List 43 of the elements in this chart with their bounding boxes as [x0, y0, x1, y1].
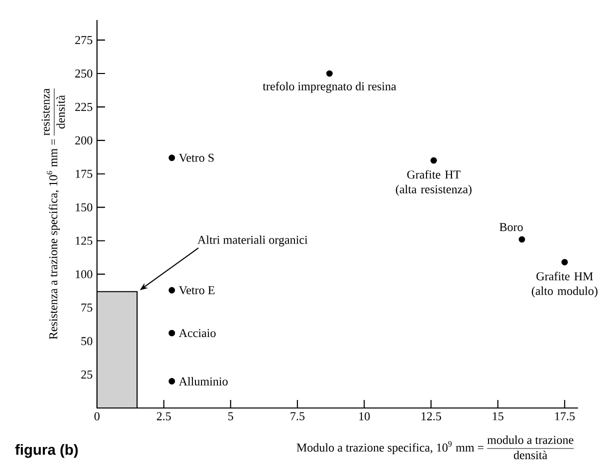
y-tick-label: 200: [75, 136, 92, 144]
x-tick-label: 12.5: [422, 412, 442, 420]
x-tick-label: 15: [492, 412, 504, 420]
x-tick-label: 10: [359, 412, 370, 420]
annotation: Acciaio: [178, 329, 216, 338]
annotation: Grafite HM (alto modulo): [532, 272, 598, 298]
x-tick-label: 7.5: [290, 412, 304, 420]
y-tick-label: 175: [76, 170, 92, 178]
y-tick-label: 100: [76, 270, 92, 278]
text: densità: [514, 450, 548, 460]
annotation: Vetro S: [178, 154, 214, 162]
point: [168, 287, 176, 294]
annotation: trefolo impregnato di resina: [262, 82, 396, 93]
x-axis-title: Modulo a trazione specifica, 10$^{9}$ mm =: [296, 441, 484, 454]
point: [168, 330, 176, 336]
x-tick-label: 2.5: [156, 412, 171, 420]
point: [518, 236, 526, 243]
x-tick-label: 5: [228, 412, 234, 420]
text: figura (b): [15, 444, 78, 458]
annotation: Alluminio: [178, 377, 228, 386]
y-tick-label: 275: [75, 36, 92, 44]
y-tick-label: 250: [75, 69, 92, 78]
point: [168, 154, 176, 162]
y-tick-label: 125: [76, 236, 92, 245]
x-tick-label: 17.5: [555, 412, 575, 420]
point: [561, 258, 568, 266]
y-tick-label: 75: [82, 304, 92, 312]
y-tick-label: 150: [76, 203, 92, 212]
annotation: Grafite HT (alta resistenza): [396, 170, 472, 196]
x-tick-label: 0: [94, 412, 100, 420]
annotation: Vetro E: [178, 286, 214, 294]
text: modulo a trazione: [487, 436, 574, 444]
annotation: Boro: [500, 223, 523, 232]
text: densità: [56, 95, 65, 129]
y-tick-label: 225: [75, 102, 92, 111]
y-tick-label: 50: [81, 337, 92, 346]
point: [326, 70, 333, 77]
text: resistenza: [42, 88, 50, 136]
point: [430, 157, 437, 164]
y-axis-title: Resistenza a trazione specifica, 10$^{6}$ mm =: [46, 139, 60, 340]
annotation: Altri materiali organici: [197, 235, 308, 246]
point: [168, 378, 176, 384]
y-tick-label: 25: [81, 370, 92, 379]
